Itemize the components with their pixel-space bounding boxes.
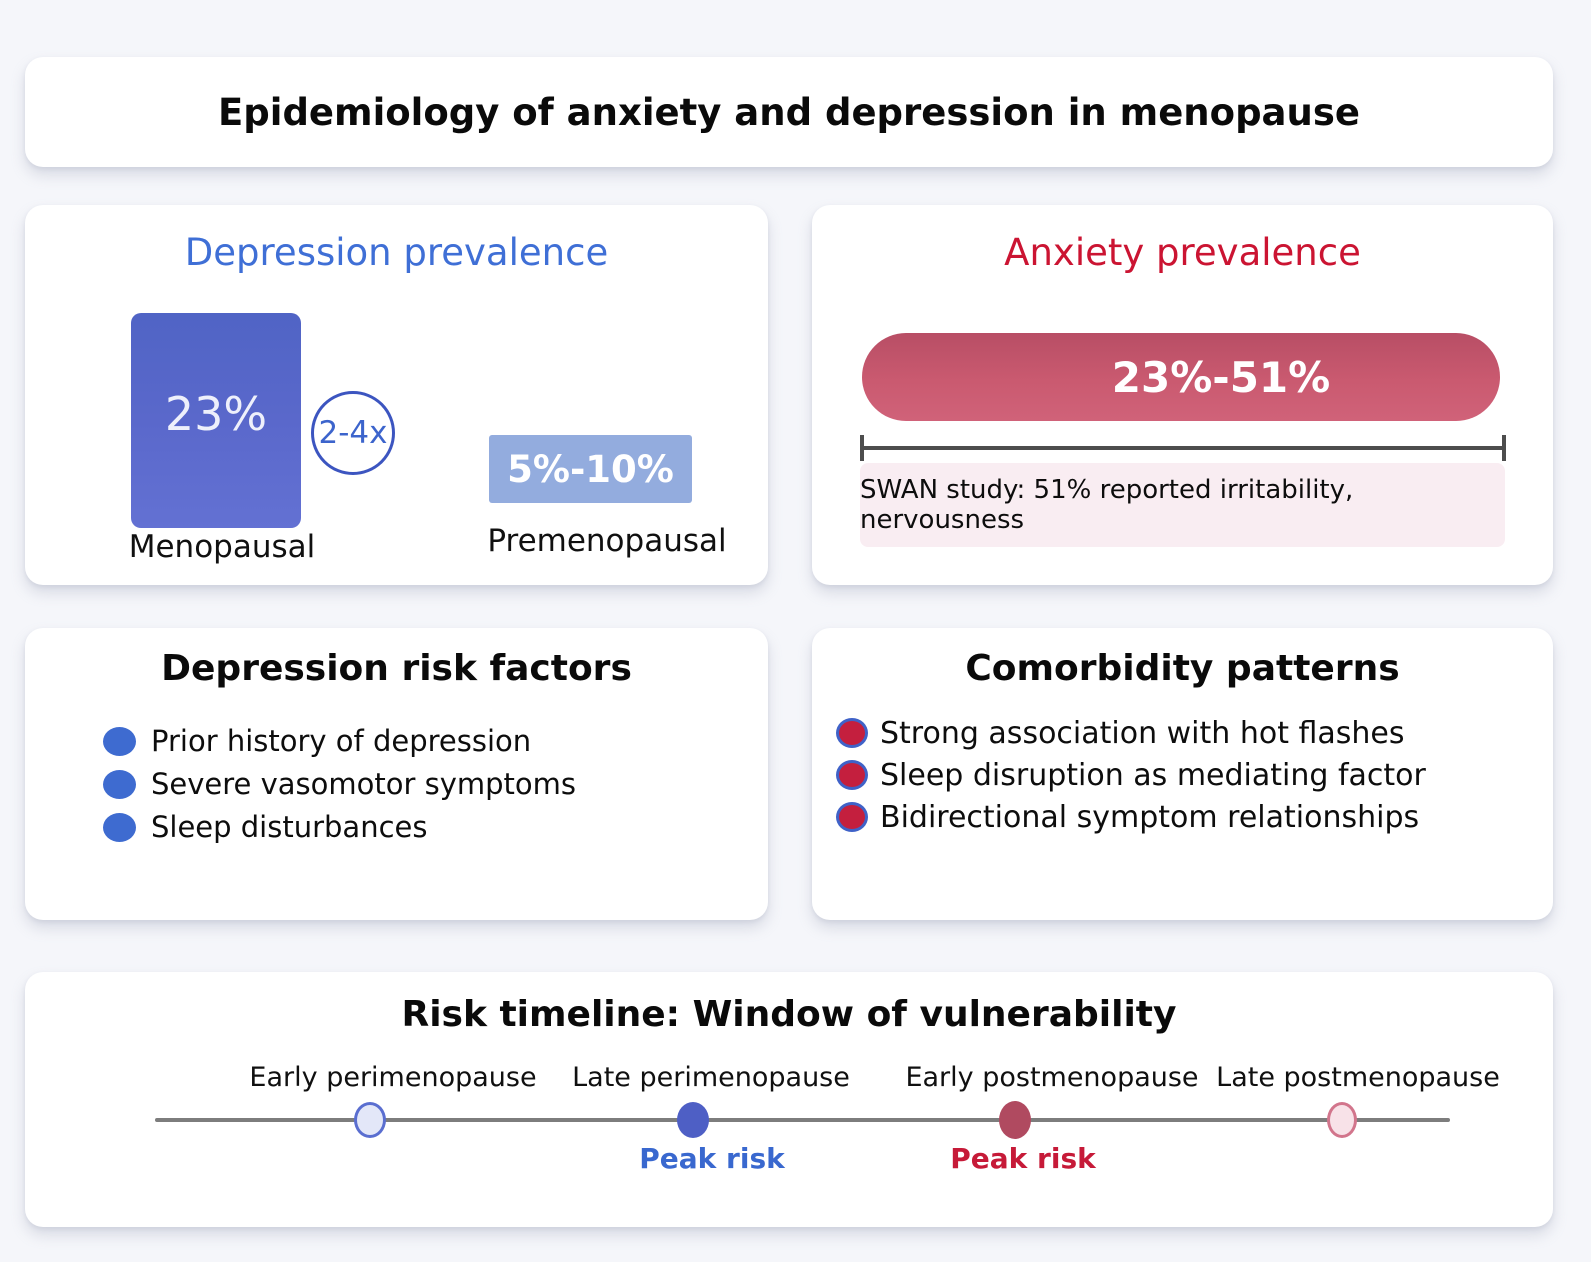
premenopausal-label: Premenopausal bbox=[487, 523, 727, 559]
timeline-title: Risk timeline: Window of vulnerability bbox=[401, 994, 1177, 1035]
header-card: Epidemiology of anxiety and depression i… bbox=[25, 57, 1553, 167]
depression-risk-factors-card: Depression risk factors Prior history of… bbox=[25, 628, 768, 920]
anxiety-range-pill: 23%-51% bbox=[862, 333, 1500, 421]
comorbidity-patterns-card: Comorbidity patterns Strong association … bbox=[812, 628, 1553, 920]
peak-risk-label-anxiety: Peak risk bbox=[950, 1142, 1096, 1175]
range-axis bbox=[860, 435, 1506, 461]
risk-timeline-card: Risk timeline: Window of vulnerability E… bbox=[25, 972, 1553, 1227]
bullet-icon bbox=[836, 718, 868, 748]
anxiety-range-value: 23%-51% bbox=[1111, 352, 1331, 402]
multiplier-badge: 2-4x bbox=[311, 391, 395, 475]
list-item: Severe vasomotor symptoms bbox=[103, 767, 576, 801]
depression-prevalence-card: Depression prevalence 23% 2-4x 5%-10% Me… bbox=[25, 205, 768, 585]
bullet-icon bbox=[103, 769, 136, 799]
timeline-stage-label: Late postmenopause bbox=[1216, 1062, 1500, 1093]
peak-risk-label-depression: Peak risk bbox=[639, 1142, 785, 1175]
risk-factors-list: Prior history of depression Severe vasom… bbox=[103, 724, 576, 853]
premenopausal-bar: 5%-10% bbox=[489, 435, 692, 503]
menopausal-bar: 23% bbox=[131, 313, 301, 528]
list-item-text: Severe vasomotor symptoms bbox=[151, 767, 577, 801]
premenopausal-bar-value: 5%-10% bbox=[507, 447, 674, 491]
anxiety-prevalence-card: Anxiety prevalence 23%-51% SWAN study: 5… bbox=[812, 205, 1553, 585]
list-item-text: Sleep disturbances bbox=[151, 810, 428, 844]
comorbidity-list: Strong association with hot flashes Slee… bbox=[836, 716, 1426, 842]
menopausal-bar-value: 23% bbox=[164, 386, 268, 441]
page-title: Epidemiology of anxiety and depression i… bbox=[218, 90, 1360, 134]
menopausal-label: Menopausal bbox=[128, 529, 316, 565]
anxiety-prevalence-title: Anxiety prevalence bbox=[1004, 231, 1361, 274]
risk-factors-title: Depression risk factors bbox=[161, 648, 632, 689]
timeline-dot-late-postmenopause bbox=[1327, 1102, 1357, 1138]
bullet-icon bbox=[836, 760, 868, 790]
list-item: Sleep disturbances bbox=[103, 810, 576, 844]
timeline-stage-label: Early perimenopause bbox=[249, 1062, 537, 1093]
timeline-dot-early-perimenopause bbox=[354, 1102, 386, 1138]
multiplier-value: 2-4x bbox=[318, 415, 388, 451]
list-item-text: Sleep disruption as mediating factor bbox=[880, 757, 1426, 793]
bullet-icon bbox=[836, 802, 868, 832]
comorbidity-title: Comorbidity patterns bbox=[965, 648, 1400, 689]
list-item: Sleep disruption as mediating factor bbox=[836, 757, 1426, 793]
list-item: Bidirectional symptom relationships bbox=[836, 799, 1426, 835]
timeline-dot-early-postmenopause bbox=[999, 1101, 1031, 1139]
list-item-text: Prior history of depression bbox=[151, 724, 532, 758]
bullet-icon bbox=[103, 726, 136, 756]
timeline-stage-label: Early postmenopause bbox=[905, 1062, 1199, 1093]
list-item-text: Strong association with hot flashes bbox=[880, 715, 1405, 751]
timeline-axis bbox=[155, 1118, 1450, 1122]
list-item: Prior history of depression bbox=[103, 724, 576, 758]
timeline-stage-label: Late perimenopause bbox=[572, 1062, 850, 1093]
range-axis-right-tick bbox=[1502, 435, 1506, 461]
list-item-text: Bidirectional symptom relationships bbox=[880, 799, 1420, 835]
swan-note-text: SWAN study: 51% reported irritability, n… bbox=[860, 475, 1354, 535]
swan-note-box: SWAN study: 51% reported irritability, n… bbox=[860, 463, 1505, 547]
bullet-icon bbox=[103, 812, 136, 842]
timeline-dot-late-perimenopause bbox=[677, 1102, 709, 1138]
depression-prevalence-title: Depression prevalence bbox=[184, 231, 609, 274]
range-axis-line bbox=[860, 446, 1506, 450]
list-item: Strong association with hot flashes bbox=[836, 715, 1426, 751]
